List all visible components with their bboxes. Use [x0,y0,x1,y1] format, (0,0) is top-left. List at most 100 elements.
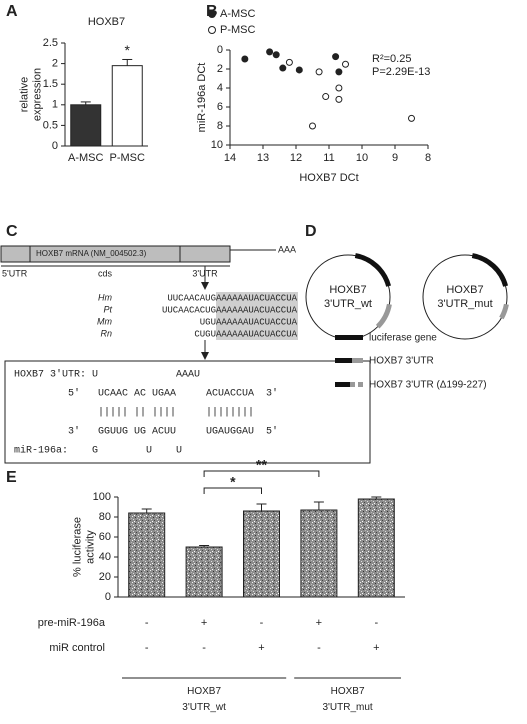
pairing-line: miR-196a: G U U [8,445,182,457]
legend-label: luciferase gene [369,333,437,344]
bar [243,510,280,598]
scatter-point [266,48,274,56]
pairing-line: 3' GGUUG UG ACUU UGAUGGAU 5' [8,426,278,438]
scatter-point [279,64,287,72]
y-tick-label: 60 [99,531,111,543]
plasmid-diagram [305,253,509,387]
x-tick-label: A-MSC [68,152,104,164]
bar [70,104,102,147]
y-axis-label: % luciferaseactivity [71,517,96,577]
sequence: UUCAACACUGAAAAAAUACUACCUA [162,305,298,315]
mrna-label: HOXB7 mRNA (NM_004502.3) [36,249,147,258]
x-tick-label: 12 [290,152,302,164]
x-tick-label: 11 [323,152,334,164]
x-tick-label: 8 [425,152,431,164]
y-tick-label: 80 [99,511,111,523]
bar [357,498,395,598]
significance-bracket [203,470,320,477]
poly-a: AAA [278,244,296,254]
legend-marker [208,10,216,18]
y-tick-label: 100 [93,491,111,503]
scatter-point [335,95,343,103]
legend-label: P-MSC [220,24,256,36]
row-cell: - [145,617,149,629]
mrna-diagram [0,245,371,464]
panel-label: A [6,3,18,20]
y-tick-label: 0 [217,44,223,56]
row-cell: - [317,642,321,654]
scatter-point [295,66,303,74]
row-cell: - [145,642,149,654]
scatter-point [322,93,330,101]
pairing-line: 5' UCAAC AC UGAA ACUACCUA 3' [8,388,278,400]
row-label: miR control [49,642,105,654]
annotation: R²=0.25 [372,53,411,65]
y-tick-label: 6 [217,101,223,113]
scatter-point [342,60,349,68]
row-cell: - [260,617,264,629]
scatter-point [241,55,249,63]
bar [111,65,143,147]
y-axis-label: relativeexpression [18,68,43,121]
y-tick-label: 10 [211,139,223,151]
region-label: cds [98,268,113,278]
y-tick-label: 0 [52,140,58,152]
sequence: CUGUAAAAAAUACUACCUA [194,329,297,339]
region-label: 5'UTR [2,268,28,278]
x-axis-label: HOXB7 DCt [299,172,358,184]
scatter-point [315,68,323,76]
species: Hm [98,292,112,302]
y-tick-label: 20 [99,571,111,583]
group-label: HOXB7 3'UTR_mut [322,686,372,713]
significance-label: * [230,474,236,490]
row-cell: + [316,617,322,629]
scatter-point [335,84,343,92]
annotation: P=2.29E-13 [372,66,430,78]
legend-label: HOXB7 3'UTR [369,356,434,367]
y-tick-label: 0 [105,591,111,603]
annotation: * [125,42,131,58]
scatter-point [285,58,293,66]
sequence: UGUAAAAAAUACUACCUA [200,317,298,327]
y-tick-label: 1 [52,99,58,111]
x-tick-label: 9 [392,152,398,164]
chart-title: HOXB7 [88,16,125,28]
row-cell: - [374,617,378,629]
legend-label: HOXB7 3'UTR (Δ199-227) [369,380,487,391]
row-label: pre-miR-196a [38,617,106,629]
legend-label: A-MSC [220,8,256,20]
y-tick-label: 0.5 [43,119,58,131]
plasmid-label: HOXB7 3'UTR_wt [324,284,372,310]
scatter-point [309,122,316,130]
pairing-line: HOXB7 3'UTR: U AAAU [8,369,200,381]
x-tick-label: 10 [356,152,368,164]
panel-label: E [6,469,17,486]
y-tick-label: 40 [99,551,111,563]
bar [128,512,166,598]
row-cell: - [202,642,206,654]
x-tick-label: P-MSC [110,152,146,164]
bar [185,546,223,598]
row-cell: + [258,642,264,654]
legend-marker [208,26,216,34]
panel-label: C [6,223,18,240]
significance-bracket [203,487,262,494]
row-cell: + [373,642,379,654]
panel-label: D [305,223,317,240]
y-tick-label: 4 [217,82,223,94]
y-tick-label: 2.5 [43,37,58,49]
y-tick-label: 1.5 [43,78,58,90]
significance-label: ** [256,457,267,473]
y-axis-label: miR-196a DCt [196,63,208,133]
row-cell: + [201,617,207,629]
scatter-point [408,114,415,122]
plasmid-label: HOXB7 3'UTR_mut [437,284,492,310]
region-label: 3'UTR [192,268,218,278]
scatter-point [272,51,280,59]
pairing-line: ||||| || |||| |||||||| [8,407,254,419]
x-tick-label: 14 [224,152,236,164]
y-tick-label: 2 [52,58,58,70]
bar [300,509,338,598]
y-tick-label: 8 [217,120,223,132]
